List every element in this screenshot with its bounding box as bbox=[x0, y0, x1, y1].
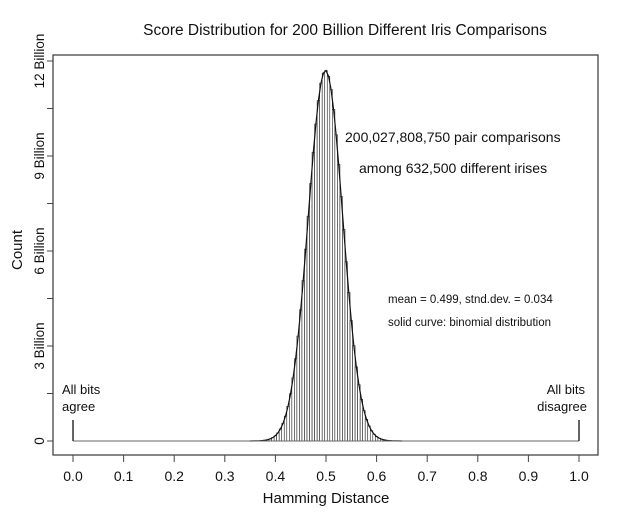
x-axis-label: Hamming Distance bbox=[263, 490, 390, 507]
x-tick-label: 0.0 bbox=[63, 468, 83, 484]
histogram-bar bbox=[352, 345, 356, 442]
x-tick-label: 0.6 bbox=[367, 468, 387, 484]
x-tick-label: 0.3 bbox=[215, 468, 235, 484]
comparisons-annotation: 200,027,808,750 pair comparisons bbox=[345, 129, 561, 145]
y-tick-label: 6 Billion bbox=[32, 227, 47, 274]
agree-label-line2: agree bbox=[62, 399, 95, 414]
y-tick-label: 9 Billion bbox=[32, 132, 47, 179]
disagree-label-line1: All bits bbox=[547, 382, 586, 397]
histogram-bar bbox=[339, 196, 343, 442]
y-tick-label: 3 Billion bbox=[32, 322, 47, 369]
x-tick-label: 0.4 bbox=[266, 468, 286, 484]
histogram-bar bbox=[306, 215, 310, 442]
y-tick-label: 0 bbox=[32, 437, 47, 445]
x-tick-label: 0.1 bbox=[114, 468, 134, 484]
histogram-bar bbox=[329, 89, 333, 442]
histogram-bar bbox=[337, 163, 341, 442]
irises-annotation: among 632,500 different irises bbox=[359, 160, 547, 176]
binomial-curve bbox=[250, 69, 402, 442]
histogram-bar bbox=[324, 70, 328, 442]
y-tick-label: 12 Billion bbox=[32, 34, 47, 89]
x-tick-label: 0.7 bbox=[417, 468, 437, 484]
histogram-bar bbox=[344, 261, 348, 442]
histogram-bar bbox=[309, 183, 313, 442]
agree-label-line1: All bits bbox=[62, 382, 101, 397]
histogram-bar bbox=[326, 75, 331, 442]
y-axis: 0 3 Billion 6 Billion 9 Billion 12 Billion bbox=[32, 34, 53, 445]
x-tick-label: 1.0 bbox=[569, 468, 589, 484]
histogram-bar bbox=[314, 123, 318, 442]
chart-title: Score Distribution for 200 Billion Diffe… bbox=[143, 22, 547, 39]
histogram-bar bbox=[296, 335, 300, 442]
histogram-bars bbox=[258, 70, 394, 442]
histogram-bar bbox=[354, 366, 358, 442]
histogram-bar bbox=[316, 100, 320, 442]
histogram-bar bbox=[291, 377, 295, 442]
histogram-bar bbox=[332, 109, 336, 442]
histogram-bar bbox=[334, 134, 338, 442]
histogram-bar bbox=[349, 320, 353, 442]
x-tick-label: 0.5 bbox=[316, 468, 336, 484]
histogram-bar bbox=[301, 280, 305, 442]
disagree-label-line2: disagree bbox=[537, 399, 587, 414]
histogram-bar bbox=[299, 309, 303, 442]
x-tick-label: 0.2 bbox=[164, 468, 184, 484]
stats-annotation: mean = 0.499, stnd.dev. = 0.034 bbox=[388, 294, 553, 306]
histogram-bar bbox=[319, 82, 323, 442]
histogram-bar bbox=[311, 151, 315, 442]
x-tick-label: 0.9 bbox=[519, 468, 539, 484]
x-axis: 0.0 0.1 0.2 0.3 0.4 0.5 0.6 0.7 0.8 0.9 1.0 bbox=[63, 455, 589, 484]
histogram-bar bbox=[304, 248, 308, 442]
histogram-bar bbox=[294, 358, 298, 442]
histogram-bar bbox=[321, 72, 326, 442]
x-tick-label: 0.8 bbox=[468, 468, 488, 484]
y-axis-label: Count bbox=[9, 229, 26, 270]
histogram-bar bbox=[342, 229, 346, 442]
curve-annotation: solid curve: binomial distribution bbox=[388, 317, 551, 329]
histogram-bar bbox=[347, 292, 351, 442]
